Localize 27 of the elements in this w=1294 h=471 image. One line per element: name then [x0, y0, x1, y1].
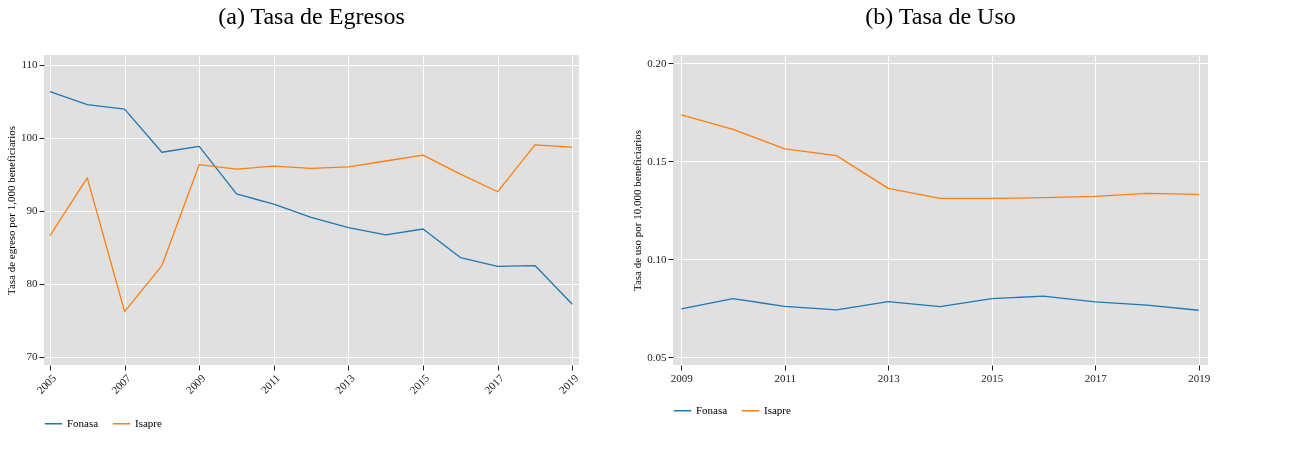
y-tick-label: 0.20 — [647, 56, 667, 69]
legend-label: Isapre — [764, 403, 791, 416]
line-series — [680, 114, 1200, 200]
line-series — [680, 295, 1200, 311]
y-tick-label: 80 — [26, 277, 38, 290]
x-tick-label: 2017 — [1084, 371, 1108, 384]
chart-title: (a) Tasa de Egresos — [218, 3, 405, 29]
y-tick-label: 0.15 — [647, 154, 667, 167]
y-tick-label: 70 — [26, 350, 38, 363]
x-tick-label: 2019 — [1188, 371, 1211, 384]
legend-label: Fonasa — [696, 403, 728, 416]
y-tick-label: 90 — [26, 204, 38, 217]
y-tick-label: 110 — [21, 58, 38, 70]
x-tick-label: 2015 — [981, 371, 1004, 384]
x-tick-label: 2011 — [774, 371, 797, 384]
legend-label: Fonasa — [67, 416, 99, 429]
chart-title: (b) Tasa de Uso — [865, 3, 1016, 29]
y-tick-label: 100 — [21, 131, 38, 144]
legend-label: Isapre — [135, 416, 162, 429]
x-tick-label: 2013 — [877, 371, 901, 384]
y-tick-label: 0.10 — [647, 252, 667, 265]
y-axis-title: Tasa de egreso por 1,000 beneficiarios — [5, 125, 17, 296]
x-tick-label: 2009 — [670, 371, 694, 384]
y-tick-label: 0.05 — [647, 350, 667, 363]
y-axis-title: Tasa de uso por 10,000 beneficiarios — [631, 129, 644, 292]
line-series — [49, 90, 573, 305]
line-series — [49, 144, 573, 313]
